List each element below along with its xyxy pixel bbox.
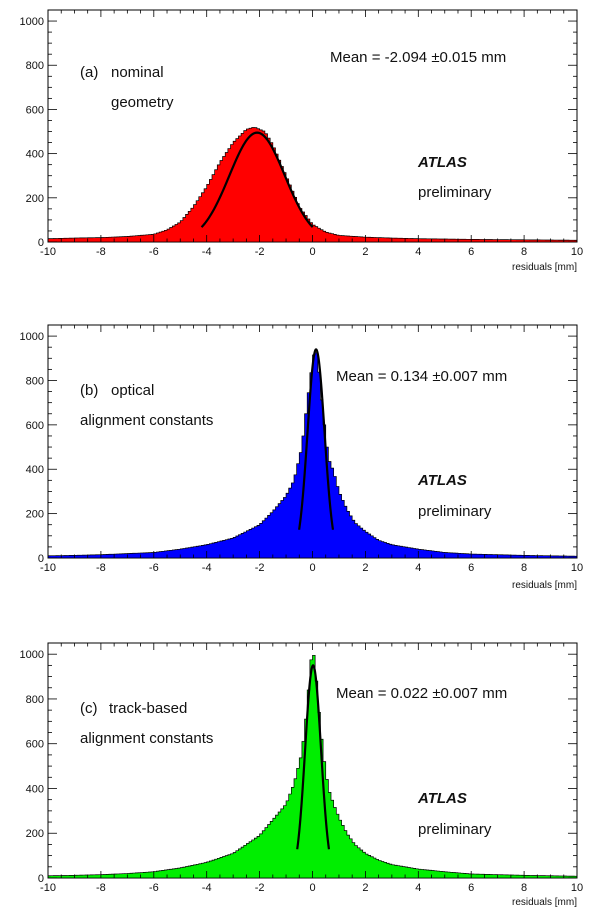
x-tick-label: -8 [96,882,106,894]
panel-label-line2: alignment constants [80,730,213,747]
x-axis-label: residuals [mm] [512,897,577,908]
y-tick-label: 0 [38,873,44,885]
y-tick-label: 400 [26,149,44,161]
preliminary-label: preliminary [418,821,492,838]
y-tick-label: 600 [26,739,44,751]
x-tick-label: -10 [40,246,56,258]
gaussian-fit-line [298,348,335,530]
y-tick-label: 800 [26,694,44,706]
gaussian-fit-line [200,131,314,228]
mean-annotation: Mean = -2.094 ±0.015 mm [330,49,506,66]
x-tick-label: 2 [362,882,368,894]
atlas-label: ATLAS [417,790,467,807]
preliminary-label: preliminary [418,503,492,520]
x-tick-label: 2 [362,562,368,574]
x-tick-label: -4 [202,246,212,258]
histogram-marks [47,654,578,879]
y-tick-label: 1000 [20,331,44,343]
x-tick-label: -10 [40,562,56,574]
plot-frame [47,9,578,243]
y-tick-label: 400 [26,783,44,795]
axis-ticks: -10 -8 -6 -4 -2 0 2 4 6 8 10 0 200 400 600 800 1000 [20,10,583,258]
panel-label-line2: alignment constants [80,412,213,429]
x-tick-label: 4 [415,882,421,894]
y-tick-label: 800 [26,60,44,72]
x-tick-label: 0 [309,882,315,894]
axis-ticks: -10 -8 -6 -4 -2 0 2 4 6 8 10 0 200 400 600 800 1000 [20,325,583,574]
x-tick-label: 6 [468,562,474,574]
x-axis-label: residuals [mm] [512,580,577,591]
x-tick-label: 4 [415,562,421,574]
y-tick-label: 600 [26,104,44,116]
axis-ticks: -10 -8 -6 -4 -2 0 2 4 6 8 10 0 200 400 600 800 1000 [20,643,583,894]
x-tick-label: 8 [521,562,527,574]
x-tick-label: 8 [521,246,527,258]
x-tick-label: -10 [40,882,56,894]
y-tick-label: 200 [26,828,44,840]
mean-annotation: Mean = 0.022 ±0.007 mm [336,685,507,702]
y-tick-label: 400 [26,464,44,476]
x-tick-label: 6 [468,246,474,258]
x-tick-label: -4 [202,882,212,894]
histogram-area [47,352,578,559]
histogram-marks [47,127,578,243]
gaussian-fit-line [296,664,331,850]
x-tick-label: -6 [149,562,159,574]
x-tick-label: 0 [309,562,315,574]
histogram-area [47,127,578,243]
x-tick-label: 10 [571,246,583,258]
panel-label-line1: optical [111,382,154,399]
x-tick-label: -2 [255,562,265,574]
histogram-area [47,654,578,879]
x-tick-label: 8 [521,882,527,894]
x-tick-label: 10 [571,882,583,894]
panel-label-line2: geometry [111,94,174,111]
panel-label-line1: nominal [111,64,164,81]
panel-label: (b) [80,382,98,399]
panel-label-line1: track-based [109,700,187,717]
y-tick-label: 0 [38,553,44,565]
y-tick-label: 800 [26,375,44,387]
mean-annotation: Mean = 0.134 ±0.007 mm [336,368,507,385]
x-tick-label: -2 [255,882,265,894]
y-tick-label: 1000 [20,16,44,28]
y-tick-label: 200 [26,193,44,205]
x-tick-label: -2 [255,246,265,258]
panel-label: (c) [80,700,98,717]
x-tick-label: -4 [202,562,212,574]
y-tick-label: 1000 [20,649,44,661]
y-tick-label: 0 [38,237,44,249]
atlas-label: ATLAS [417,154,467,171]
preliminary-label: preliminary [418,184,492,201]
x-tick-label: 10 [571,562,583,574]
x-tick-label: 4 [415,246,421,258]
x-tick-label: -8 [96,562,106,574]
x-tick-label: -6 [149,882,159,894]
x-tick-label: 0 [309,246,315,258]
histogram-marks [47,348,578,559]
panel-label: (a) [80,64,98,81]
x-axis-label: residuals [mm] [512,262,577,273]
x-tick-label: 2 [362,246,368,258]
y-tick-label: 200 [26,509,44,521]
x-tick-label: -6 [149,246,159,258]
atlas-label: ATLAS [417,472,467,489]
y-tick-label: 600 [26,420,44,432]
x-tick-label: 6 [468,882,474,894]
x-tick-label: -8 [96,246,106,258]
